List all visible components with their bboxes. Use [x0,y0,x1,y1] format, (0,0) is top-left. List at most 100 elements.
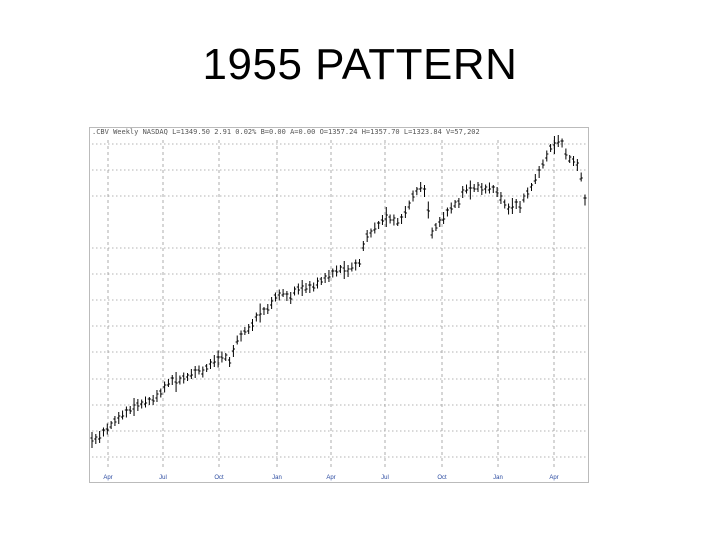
price-bar [449,202,453,214]
price-bar [113,416,117,426]
plot-frame [89,127,589,483]
price-bar [205,364,209,372]
price-bar [407,200,411,210]
price-bar [369,228,373,238]
price-bar [334,265,339,277]
price-bar [468,180,472,200]
price-bar [419,182,423,192]
price-bar [484,184,488,194]
price-bar [216,350,220,368]
chart-header: .CBV Weekly NASDAQ L=1349.50 2.91 0.02% … [92,128,480,136]
price-bar [529,183,534,191]
price-bar [354,259,358,271]
x-tick-label: Jan [493,475,503,481]
price-bar [384,207,388,227]
price-bar [453,200,457,208]
price-bar [189,369,193,379]
price-bar [411,190,415,202]
price-bar [182,372,186,384]
x-axis-ticks: Apr Jul Oct Jan Apr Jul Oct Jan Apr [103,475,558,481]
price-bar [289,292,293,304]
price-bar [491,185,495,193]
x-tick-label: Apr [103,475,112,481]
price-bar [136,399,140,411]
price-bar [300,280,304,296]
price-bar [365,230,369,242]
price-bar [235,335,239,345]
price-bar [101,427,106,437]
price-bar [296,283,300,295]
price-bar [399,214,404,224]
price-bar [212,355,216,367]
price-bar [109,421,113,429]
price-bar [270,297,274,309]
price-bar [338,265,343,273]
price-bar [117,412,121,424]
price-bar [480,183,484,195]
price-bar [292,286,297,296]
price-bar [250,319,255,331]
price-bar [90,432,94,448]
price-bar [224,353,228,361]
price-bar [438,217,442,227]
vertical-gridlines [107,140,555,468]
price-bar [541,159,545,169]
price-bar [377,221,381,229]
price-bar [357,259,362,267]
price-bar [506,203,511,215]
price-bar [522,193,526,203]
price-bar [422,185,427,197]
ohlc-chart: .CBV Weekly NASDAQ L=1349.50 2.91 0.02% … [89,127,589,483]
price-bar [392,214,396,226]
price-bar [441,212,446,224]
price-bar [227,357,232,367]
price-bar [147,397,151,405]
price-bar [128,406,132,414]
price-bar [239,330,243,342]
price-bar [464,184,469,194]
price-bar [247,324,251,334]
price-bar [319,277,323,285]
price-bar [514,199,518,209]
price-bar [545,150,549,162]
price-bar [350,262,354,272]
price-bar [549,144,553,152]
price-bar [537,166,541,178]
price-bar [461,186,465,198]
price-bar [373,222,377,234]
price-bar [155,390,159,402]
price-bar [308,281,312,293]
price-bar [495,187,499,197]
price-bar [273,292,278,302]
price-bar [564,148,568,160]
price-bar [533,174,537,184]
price-bar [526,187,530,199]
price-bar [575,159,579,171]
price-bar [285,291,289,301]
price-bar [140,399,144,409]
price-bar [415,187,419,195]
price-bar [583,194,587,206]
price-bar [132,398,136,416]
slide-title: 1955 PATTERN [202,40,518,89]
price-bar [571,156,576,166]
price-bar [346,265,350,277]
price-bar [166,379,171,387]
price-bars [90,135,587,448]
price-bar [457,198,461,208]
price-bar [430,227,434,239]
price-bar [170,375,174,385]
price-bar [434,223,438,231]
price-bar [243,327,247,335]
price-bar [315,277,320,289]
price-bar [163,381,167,393]
price-bar [396,218,400,226]
price-bar [556,135,560,147]
price-bar [231,345,236,357]
price-bar [220,351,224,363]
price-bar [281,289,285,297]
price-bar [262,307,266,315]
price-bar [120,410,125,420]
price-bar [174,372,178,392]
price-bar [124,406,128,418]
